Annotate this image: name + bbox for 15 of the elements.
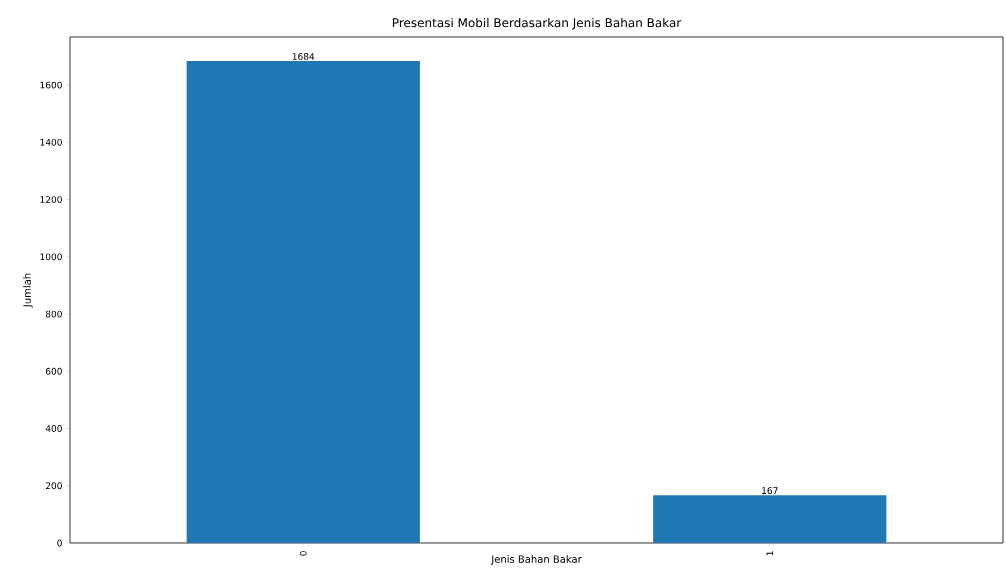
y-tick-label: 800 (45, 310, 62, 318)
x-tick-label: 1 (766, 551, 774, 556)
data-label: 167 (762, 487, 778, 494)
y-tick-label: 1400 (40, 138, 62, 146)
y-tick-label: 1000 (40, 253, 62, 261)
y-tick-label: 600 (45, 367, 62, 375)
y-tick-label: 200 (45, 482, 62, 490)
y-axis-title: Jumlah (23, 273, 33, 308)
y-tick-label: 1200 (40, 196, 62, 203)
y-tick-label: 400 (45, 425, 62, 432)
x-axis-title: Jenis Bahan Bakar (490, 555, 582, 565)
y-tick-label: 0 (57, 539, 62, 547)
y-tick-label: 1600 (40, 81, 62, 89)
chart-title: Presentasi Mobil Berdasarkan Jenis Bahan Bakar (392, 17, 682, 30)
data-label: 1684 (292, 53, 315, 60)
